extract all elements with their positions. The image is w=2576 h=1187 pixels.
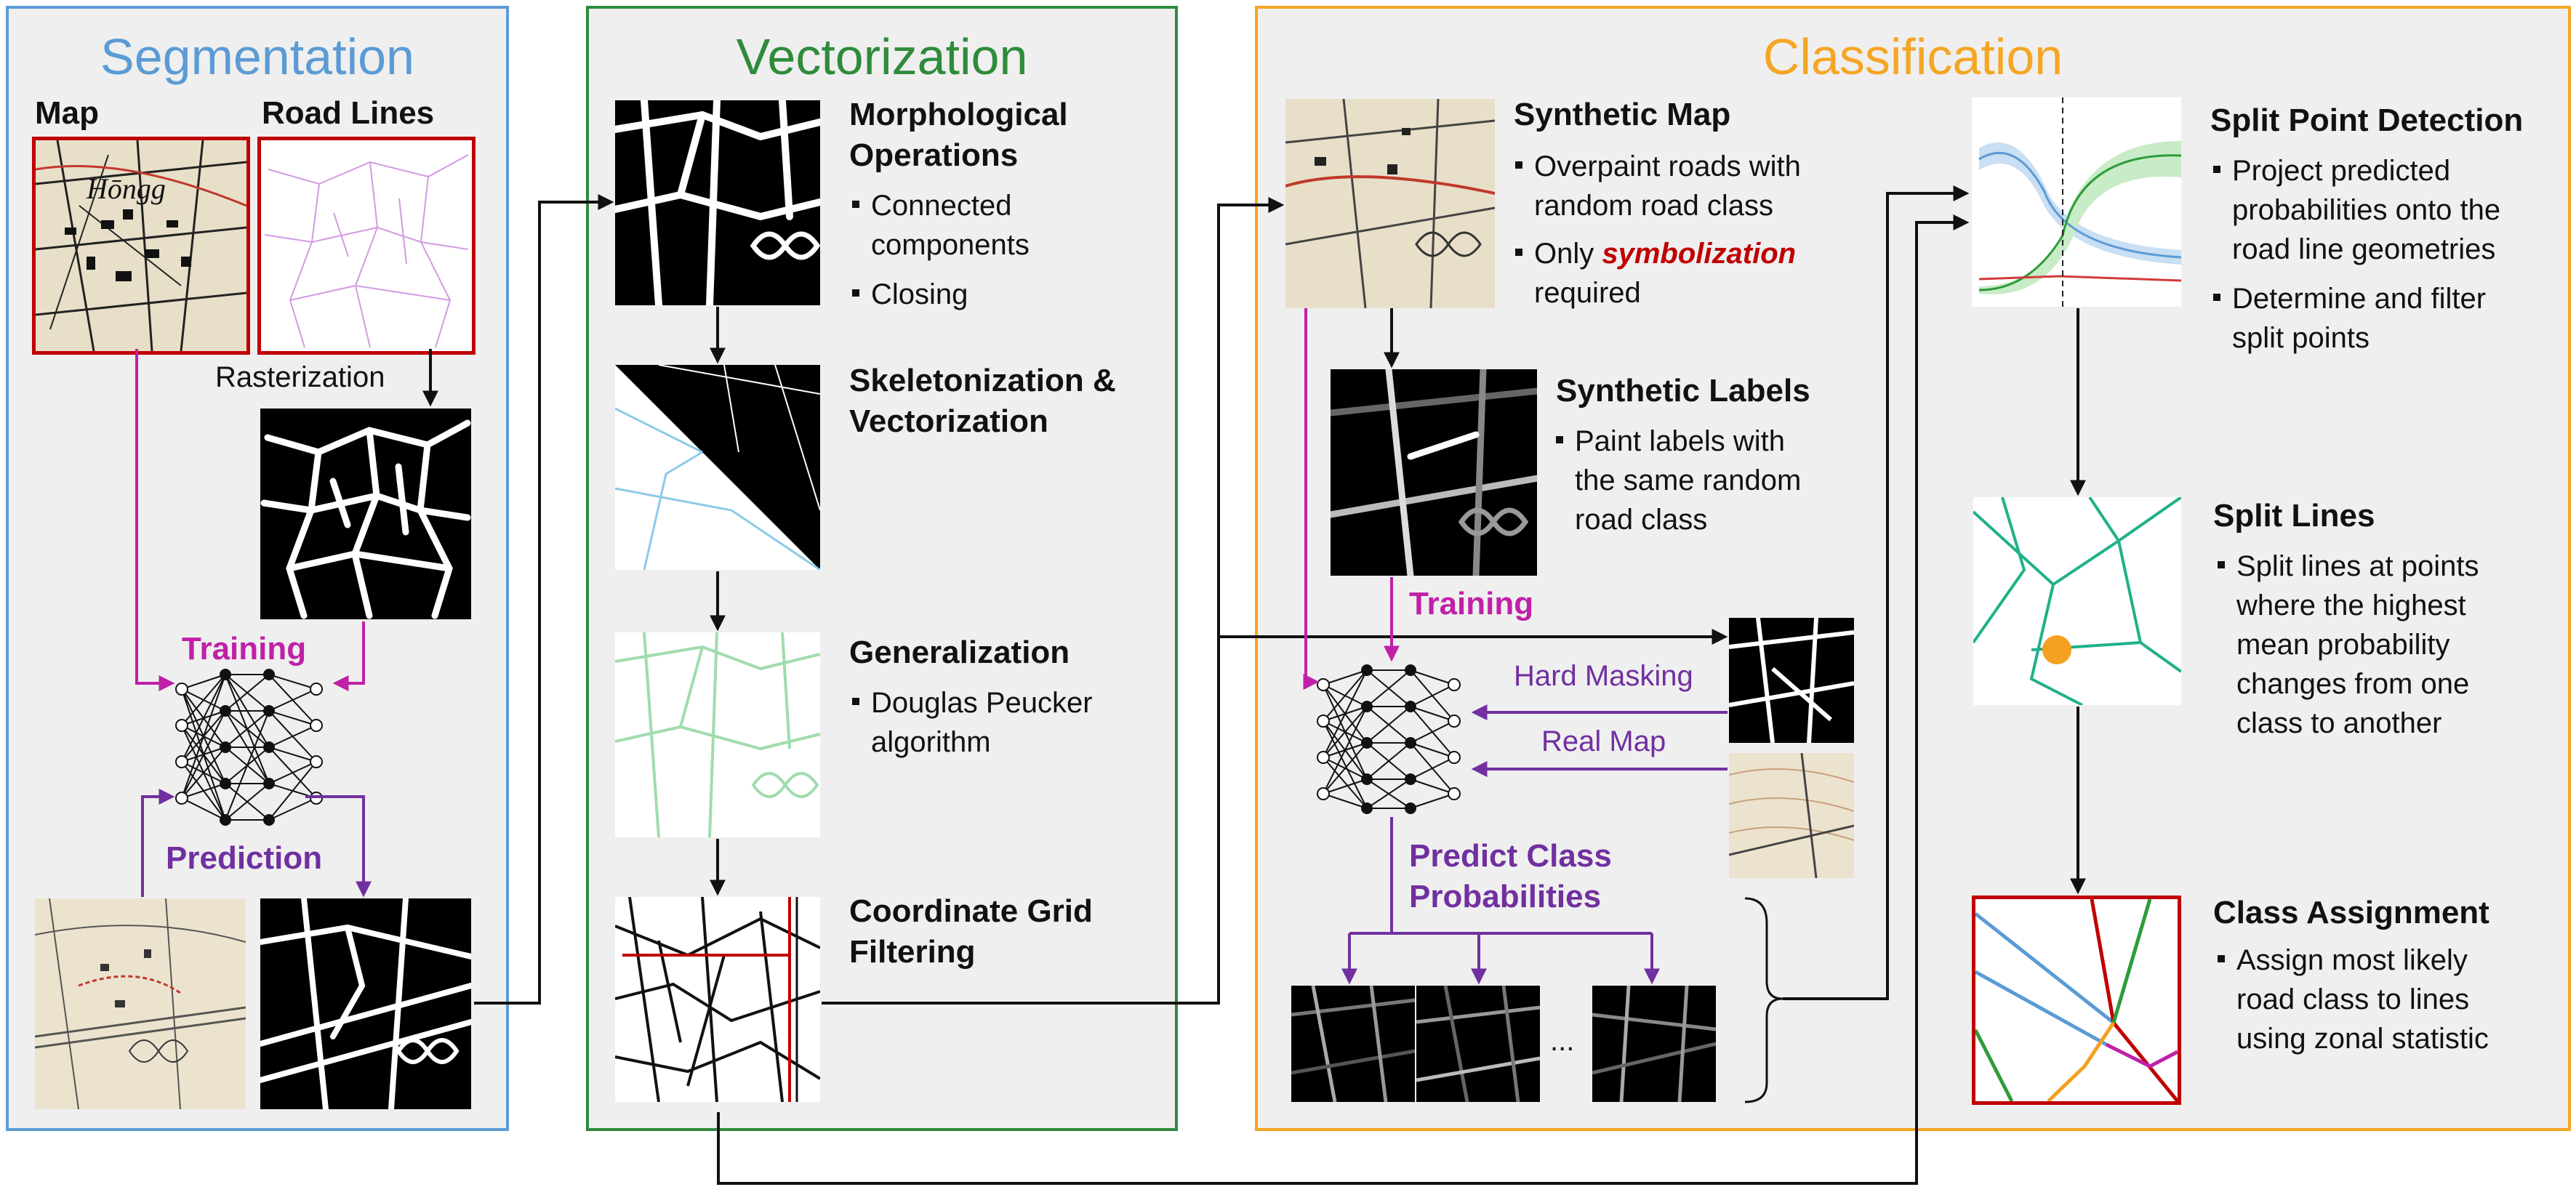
segmentation-network-icon bbox=[175, 669, 323, 826]
split-point-bullet: Determine and filter split points bbox=[2213, 279, 2486, 358]
class-assignment-bullet: Assign most likely road class to lines usi… bbox=[2218, 941, 2489, 1058]
vectorization-step-title: Coordinate Grid Filtering bbox=[849, 893, 1093, 970]
cls-training-label: Training bbox=[1409, 586, 1534, 621]
hard-masking-label: Hard Masking bbox=[1514, 660, 1693, 692]
historical-map-image: Hōngg bbox=[32, 137, 250, 355]
map-label: Map bbox=[35, 95, 99, 131]
probability-maps-ellipsis: ... bbox=[1550, 1025, 1575, 1057]
synthetic-labels-image bbox=[1331, 369, 1537, 576]
bullet-square-icon bbox=[852, 698, 859, 706]
rasterized-labels-image bbox=[260, 409, 471, 619]
seg-prediction-label: Prediction bbox=[166, 840, 323, 876]
bullet-square-icon bbox=[1515, 249, 1522, 257]
vectorization-title: Vectorization bbox=[736, 28, 1028, 85]
synthetic-labels-bullet: Paint labels with the same random road cla… bbox=[1556, 422, 1801, 539]
vectorization-bullet: Closing bbox=[852, 275, 968, 314]
probability-map-1 bbox=[1291, 986, 1415, 1102]
bullet-square-icon bbox=[1556, 436, 1563, 444]
bullet-square-icon bbox=[2213, 294, 2220, 302]
skeleton-image bbox=[615, 365, 820, 570]
bullet-square-icon bbox=[852, 289, 859, 297]
split-lines-bullet: Split lines at points where the highest me… bbox=[2218, 547, 2479, 743]
probability-map-n bbox=[1592, 986, 1716, 1102]
real-map-label: Real Map bbox=[1541, 725, 1666, 757]
bullet-square-icon bbox=[2218, 955, 2225, 963]
bullet-square-icon bbox=[852, 201, 859, 209]
vectorization-bullet: Douglas Peucker algorithm bbox=[852, 683, 1093, 762]
synthetic-labels-title: Synthetic Labels bbox=[1556, 373, 1810, 409]
segmentation-title: Segmentation bbox=[100, 28, 414, 85]
split-point-bullet: Project predicted probabilities onto the r… bbox=[2213, 151, 2500, 269]
classification-network-icon bbox=[1317, 664, 1461, 814]
seg-training-label: Training bbox=[182, 631, 307, 667]
rasterization-label: Rasterization bbox=[215, 361, 385, 393]
grid-filtering-image bbox=[615, 897, 820, 1102]
synthetic-map-bullet: Only symbolization required bbox=[1515, 234, 1796, 313]
synthetic-map-title: Synthetic Map bbox=[1514, 97, 1731, 132]
morphological-image bbox=[615, 100, 820, 305]
vectorization-step-title: Generalization bbox=[849, 635, 1070, 670]
road-lines-image bbox=[257, 137, 476, 355]
class-assignment-title: Class Assignment bbox=[2213, 895, 2489, 930]
svg-text:Hōngg: Hōngg bbox=[86, 172, 166, 205]
synthetic-map-bullet: Overpaint roads with random road class bbox=[1515, 147, 1801, 225]
probability-map-2 bbox=[1416, 986, 1540, 1102]
split-lines-image bbox=[1973, 497, 2181, 705]
hard-masking-image bbox=[1729, 618, 1854, 743]
prediction-output-image bbox=[260, 898, 471, 1109]
input-map-image bbox=[35, 898, 246, 1109]
predict-probabilities-label: Predict Class Probabilities bbox=[1409, 838, 1612, 914]
split-point-title: Split Point Detection bbox=[2210, 102, 2524, 138]
bullet-square-icon bbox=[2218, 561, 2225, 569]
classification-title: Classification bbox=[1762, 28, 2063, 85]
road-lines-label: Road Lines bbox=[262, 95, 435, 131]
bullet-square-icon bbox=[1515, 161, 1522, 169]
split-lines-title: Split Lines bbox=[2213, 498, 2375, 534]
real-map-image bbox=[1729, 753, 1854, 878]
split-point-plot bbox=[1972, 97, 2181, 307]
vectorization-bullet: Connected components bbox=[852, 186, 1030, 265]
bullet-square-icon bbox=[2213, 166, 2220, 174]
vectorization-step-title: Morphological Operations bbox=[849, 97, 1068, 173]
vectorization-step-title: Skeletonization & Vectorization bbox=[849, 363, 1116, 439]
synthetic-map-image bbox=[1285, 99, 1495, 308]
generalization-image bbox=[615, 632, 820, 837]
class-assignment-image bbox=[1972, 896, 2181, 1105]
